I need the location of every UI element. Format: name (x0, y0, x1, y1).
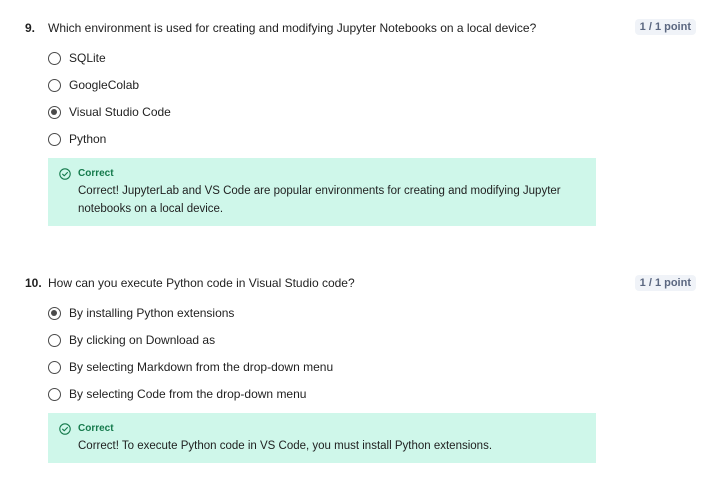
feedback-title: Correct (78, 168, 114, 179)
option-googlecolab[interactable]: GoogleColab (48, 76, 139, 94)
option-label: By selecting Markdown from the drop-down… (69, 360, 334, 374)
option-label: Visual Studio Code (69, 105, 171, 119)
radio-button-selected[interactable] (48, 306, 61, 320)
radio-button[interactable] (48, 51, 61, 65)
option-label: SQLite (69, 51, 106, 65)
feedback-box: Correct Correct! To execute Python code … (48, 413, 596, 463)
points-badge: 1 / 1 point (634, 275, 696, 291)
question-text: Which environment is used for creating a… (48, 21, 537, 35)
question-number: 9. (25, 21, 36, 35)
option-label: By installing Python extensions (69, 306, 235, 320)
option-visual-studio-code[interactable]: Visual Studio Code (48, 103, 171, 121)
radio-button[interactable] (48, 78, 61, 92)
option-sqlite[interactable]: SQLite (48, 49, 106, 67)
check-circle-icon (59, 423, 71, 435)
option-download-as[interactable]: By clicking on Download as (48, 331, 215, 349)
option-label: Python (69, 132, 107, 146)
question-text: How can you execute Python code in Visua… (48, 276, 355, 290)
radio-button-selected[interactable] (48, 105, 61, 119)
radio-button[interactable] (48, 360, 61, 374)
radio-button[interactable] (48, 333, 61, 347)
feedback-text: Correct! To execute Python code in VS Co… (78, 440, 493, 452)
check-circle-icon (59, 168, 71, 180)
feedback-box: Correct Correct! JupyterLab and VS Code … (48, 158, 596, 226)
option-markdown[interactable]: By selecting Markdown from the drop-down… (48, 358, 333, 376)
option-python[interactable]: Python (48, 130, 106, 148)
feedback-text: Correct! JupyterLab and VS Code are popu… (78, 185, 561, 215)
feedback-title: Correct (78, 423, 114, 434)
radio-button[interactable] (48, 132, 61, 146)
option-label: By selecting Code from the drop-down men… (69, 387, 307, 401)
radio-button[interactable] (48, 387, 61, 401)
option-code[interactable]: By selecting Code from the drop-down men… (48, 385, 306, 403)
option-installing-extensions[interactable]: By installing Python extensions (48, 304, 234, 322)
option-label: GoogleColab (69, 78, 140, 92)
points-badge: 1 / 1 point (634, 19, 696, 35)
option-label: By clicking on Download as (69, 333, 216, 347)
question-number: 10. (25, 276, 42, 290)
